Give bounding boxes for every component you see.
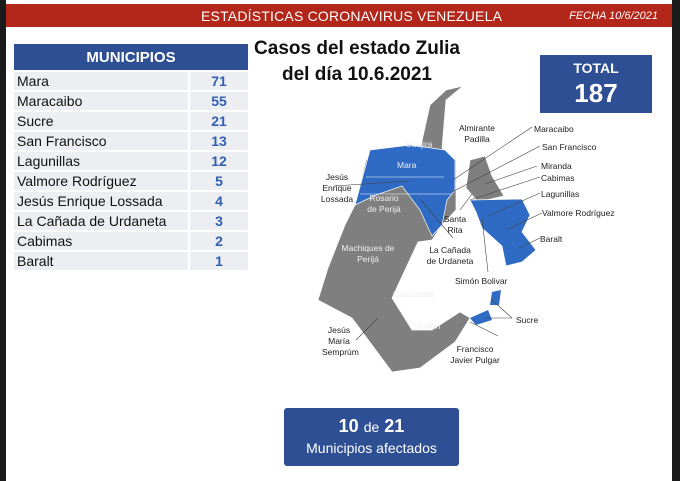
table-row: La Cañada de Urdaneta 3 xyxy=(14,212,248,230)
header-bar: ESTADÍSTICAS CORONAVIRUS VENEZUELA FECHA… xyxy=(6,4,672,27)
table-row: Cabimas 2 xyxy=(14,232,248,250)
map-label-baralt: Baralt xyxy=(540,234,563,244)
municipality-name: Baralt xyxy=(14,252,188,270)
municipality-name: Sucre xyxy=(14,112,188,130)
map-label-santa-rita: Santa Rita xyxy=(443,214,467,235)
table-row: Valmore Rodríguez 5 xyxy=(14,172,248,190)
map-label-san-francisco: San Francisco xyxy=(542,142,597,152)
title-line-1: Casos del estado Zulia xyxy=(254,38,460,59)
total-label: TOTAL xyxy=(573,60,619,76)
table-header: MUNICIPIOS xyxy=(14,44,248,70)
municipality-name: Jesús Enrique Lossada xyxy=(14,192,188,210)
map-label-machiques: Machiques de Perijá xyxy=(341,243,395,264)
case-count: 3 xyxy=(190,212,248,230)
affected-label: Municipios afectados xyxy=(306,440,437,456)
map-label-colon: Colón xyxy=(418,321,441,331)
map-label-sucre: Sucre xyxy=(516,315,539,325)
map-label-miranda: Miranda xyxy=(541,161,572,171)
map-label-maracaibo: Maracaibo xyxy=(534,124,574,134)
case-count: 2 xyxy=(190,232,248,250)
header-date: FECHA 10/6/2021 xyxy=(569,10,658,22)
case-count: 4 xyxy=(190,192,248,210)
case-count: 71 xyxy=(190,72,248,90)
map-label-lagunillas: Lagunillas xyxy=(541,189,580,199)
map-region-sucre-2 xyxy=(470,310,492,325)
table-row: Sucre 21 xyxy=(14,112,248,130)
total-value: 187 xyxy=(574,78,618,108)
map-label-pulgar: Francisco Javier Pulgar xyxy=(450,344,500,365)
affected-count: 10 de 21 xyxy=(284,416,459,437)
map-label-simon: Simón Bolivar xyxy=(455,276,508,286)
affected-number: 10 xyxy=(338,416,359,436)
table-row: Jesús Enrique Lossada 4 xyxy=(14,192,248,210)
affected-box: 10 de 21 Municipios afectados xyxy=(284,408,459,466)
table-row: Maracaibo 55 xyxy=(14,92,248,110)
map-label-almirante: Almirante Padilla xyxy=(459,123,495,144)
map-label-lossada: Jesús Enrique Lossada xyxy=(320,172,354,204)
municipality-name: Cabimas xyxy=(14,232,188,250)
map-label-valmore: Valmore Rodríguez xyxy=(542,208,615,218)
map-region-east-blue xyxy=(469,198,537,267)
map-label-mara: Mara xyxy=(397,160,417,170)
municipalities-table: MUNICIPIOS Mara 71 Maracaibo 55 Sucre 21 San F… xyxy=(14,44,248,272)
municipality-name: Valmore Rodríguez xyxy=(14,172,188,190)
map-label-canada: La Cañada de Urdaneta xyxy=(426,245,474,266)
municipality-name: Mara xyxy=(14,72,188,90)
case-count: 13 xyxy=(190,132,248,150)
table-row: Lagunillas 12 xyxy=(14,152,248,170)
case-count: 1 xyxy=(190,252,248,270)
affected-of: de xyxy=(363,419,380,435)
municipality-name: La Cañada de Urdaneta xyxy=(14,212,188,230)
total-box: TOTAL 187 xyxy=(540,55,652,113)
infographic: ESTADÍSTICAS CORONAVIRUS VENEZUELA FECHA… xyxy=(6,0,672,481)
table-row: San Francisco 13 xyxy=(14,132,248,150)
zulia-map xyxy=(317,85,543,373)
map-label-rosario: Rosario de Perijá xyxy=(367,193,401,214)
municipality-name: San Francisco xyxy=(14,132,188,150)
case-count: 5 xyxy=(190,172,248,190)
table-row: Mara 71 xyxy=(14,72,248,90)
leader-lines xyxy=(333,126,543,341)
case-count: 21 xyxy=(190,112,248,130)
map-region-mara-lossada xyxy=(354,144,456,237)
case-count: 55 xyxy=(190,92,248,110)
map-label-semprum: Jesús María Semprúm xyxy=(322,325,359,357)
map-label-guajira: Guajira xyxy=(405,139,433,149)
map-label-cabimas: Cabimas xyxy=(541,173,575,183)
header-title: ESTADÍSTICAS CORONAVIRUS VENEZUELA xyxy=(201,8,503,24)
page-title: Casos del estado Zulia del día 10.6.2021 xyxy=(242,36,472,88)
municipality-name: Maracaibo xyxy=(14,92,188,110)
map-label-catatumbo: Catatumbo xyxy=(393,289,435,299)
table-row: Baralt 1 xyxy=(14,252,248,270)
affected-total: 21 xyxy=(384,416,405,436)
map-region-sucre-1 xyxy=(490,290,501,305)
title-line-2: del día 10.6.2021 xyxy=(282,64,432,85)
map-region-east-gray xyxy=(465,155,505,203)
municipality-name: Lagunillas xyxy=(14,152,188,170)
case-count: 12 xyxy=(190,152,248,170)
